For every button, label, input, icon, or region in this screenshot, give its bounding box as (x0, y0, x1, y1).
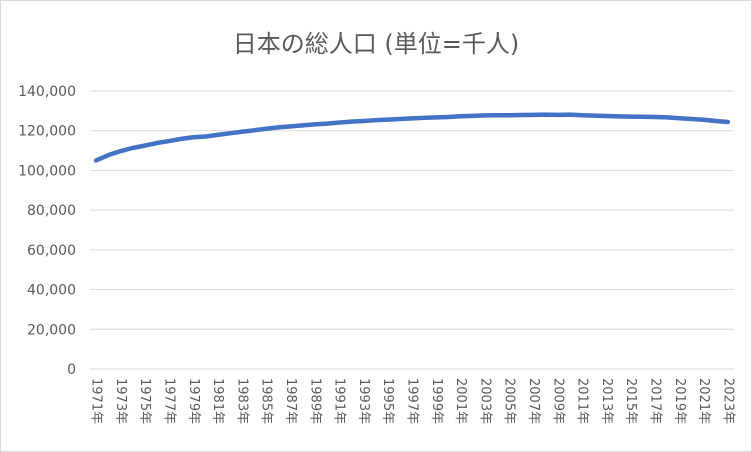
x-tick-label: 2015年 (623, 378, 638, 424)
data-point (374, 118, 378, 122)
data-point (592, 114, 596, 118)
x-tick-label: 1973年 (113, 378, 128, 424)
y-tick-label: 0 (67, 362, 76, 378)
x-tick-label: 1977年 (161, 378, 176, 424)
data-point (459, 114, 463, 118)
data-point (143, 144, 147, 148)
x-tick-label: 2007年 (526, 378, 541, 424)
data-point (106, 153, 110, 157)
data-point (240, 130, 244, 134)
data-point (203, 134, 207, 138)
x-tick-label: 1991年 (332, 378, 347, 424)
x-axis-ticks: 1971年 1973年 1975年 1977年 1979年 1981年 1983年 1985年… (89, 378, 736, 424)
data-point (471, 114, 475, 118)
data-point (216, 133, 220, 137)
data-point (179, 137, 183, 141)
data-point (422, 116, 426, 120)
y-axis-ticks: 0 20,000 40,000 60,000 80,000 100,000 120,000 1… (18, 84, 76, 378)
x-tick-label: 2019年 (672, 378, 687, 424)
x-tick-label: 1997年 (405, 378, 420, 424)
x-tick-label: 1975年 (137, 378, 152, 424)
x-tick-label: 1989年 (307, 378, 322, 424)
data-point (580, 113, 584, 117)
data-point (556, 113, 560, 117)
x-tick-label: 1993年 (356, 378, 371, 424)
data-point (677, 116, 681, 120)
x-tick-label: 1981年 (210, 378, 225, 424)
data-point (191, 135, 195, 139)
x-tick-label: 1983年 (234, 378, 249, 424)
data-point (689, 117, 693, 121)
gridlines (90, 90, 734, 370)
x-tick-label: 1995年 (380, 378, 395, 424)
y-tick-label: 20,000 (27, 322, 76, 338)
data-point (702, 118, 706, 122)
data-point (167, 139, 171, 143)
data-point (252, 128, 256, 132)
data-point (349, 120, 353, 124)
series-layer (93, 112, 731, 163)
data-point (568, 113, 572, 117)
data-point (228, 131, 232, 135)
data-point (288, 124, 292, 128)
x-tick-label: 1985年 (259, 378, 274, 424)
data-point (434, 115, 438, 119)
data-point (386, 118, 390, 122)
data-point (653, 115, 657, 119)
data-point (94, 159, 98, 162)
y-tick-label: 60,000 (27, 243, 76, 259)
x-tick-label: 2003年 (477, 378, 492, 424)
x-tick-label: 2011年 (575, 378, 590, 424)
x-tick-label: 2021年 (696, 378, 711, 424)
x-tick-label: 1979年 (186, 378, 201, 424)
data-point (398, 117, 402, 121)
data-point (495, 113, 499, 117)
data-point (617, 114, 621, 118)
data-point (483, 113, 487, 117)
x-tick-label: 1971年 (89, 378, 104, 424)
data-point (155, 141, 159, 145)
x-tick-label: 1999年 (429, 378, 444, 424)
x-tick-label: 2005年 (502, 378, 517, 424)
x-tick-label: 2009年 (550, 378, 565, 424)
data-point (313, 122, 317, 126)
x-tick-label: 2017年 (648, 378, 663, 424)
data-point (131, 146, 135, 150)
data-point (301, 123, 305, 127)
data-point (410, 116, 414, 120)
data-point (118, 149, 122, 153)
data-point (446, 115, 450, 119)
data-point (665, 115, 669, 119)
data-point (714, 119, 718, 123)
data-point (276, 125, 280, 129)
data-point (361, 119, 365, 123)
data-point (604, 114, 608, 118)
y-tick-label: 40,000 (27, 283, 76, 299)
data-point (507, 113, 511, 117)
x-tick-label: 2001年 (453, 378, 468, 424)
data-point (519, 113, 523, 117)
x-tick-label: 2023年 (720, 378, 735, 424)
data-point (544, 113, 548, 117)
x-tick-label: 2013年 (599, 378, 614, 424)
data-point (726, 120, 730, 124)
series-line (93, 112, 731, 163)
data-point (325, 122, 329, 126)
y-tick-label: 100,000 (18, 163, 76, 179)
data-point (532, 113, 536, 117)
data-point (337, 121, 341, 125)
y-tick-label: 120,000 (18, 124, 76, 140)
data-point (629, 115, 633, 119)
data-point (264, 127, 268, 131)
x-tick-label: 1987年 (283, 378, 298, 424)
y-tick-label: 140,000 (18, 84, 76, 100)
chart-title: 日本の総人口 (単位=千人) (232, 30, 520, 58)
y-tick-label: 80,000 (27, 203, 76, 219)
data-point (641, 115, 645, 119)
